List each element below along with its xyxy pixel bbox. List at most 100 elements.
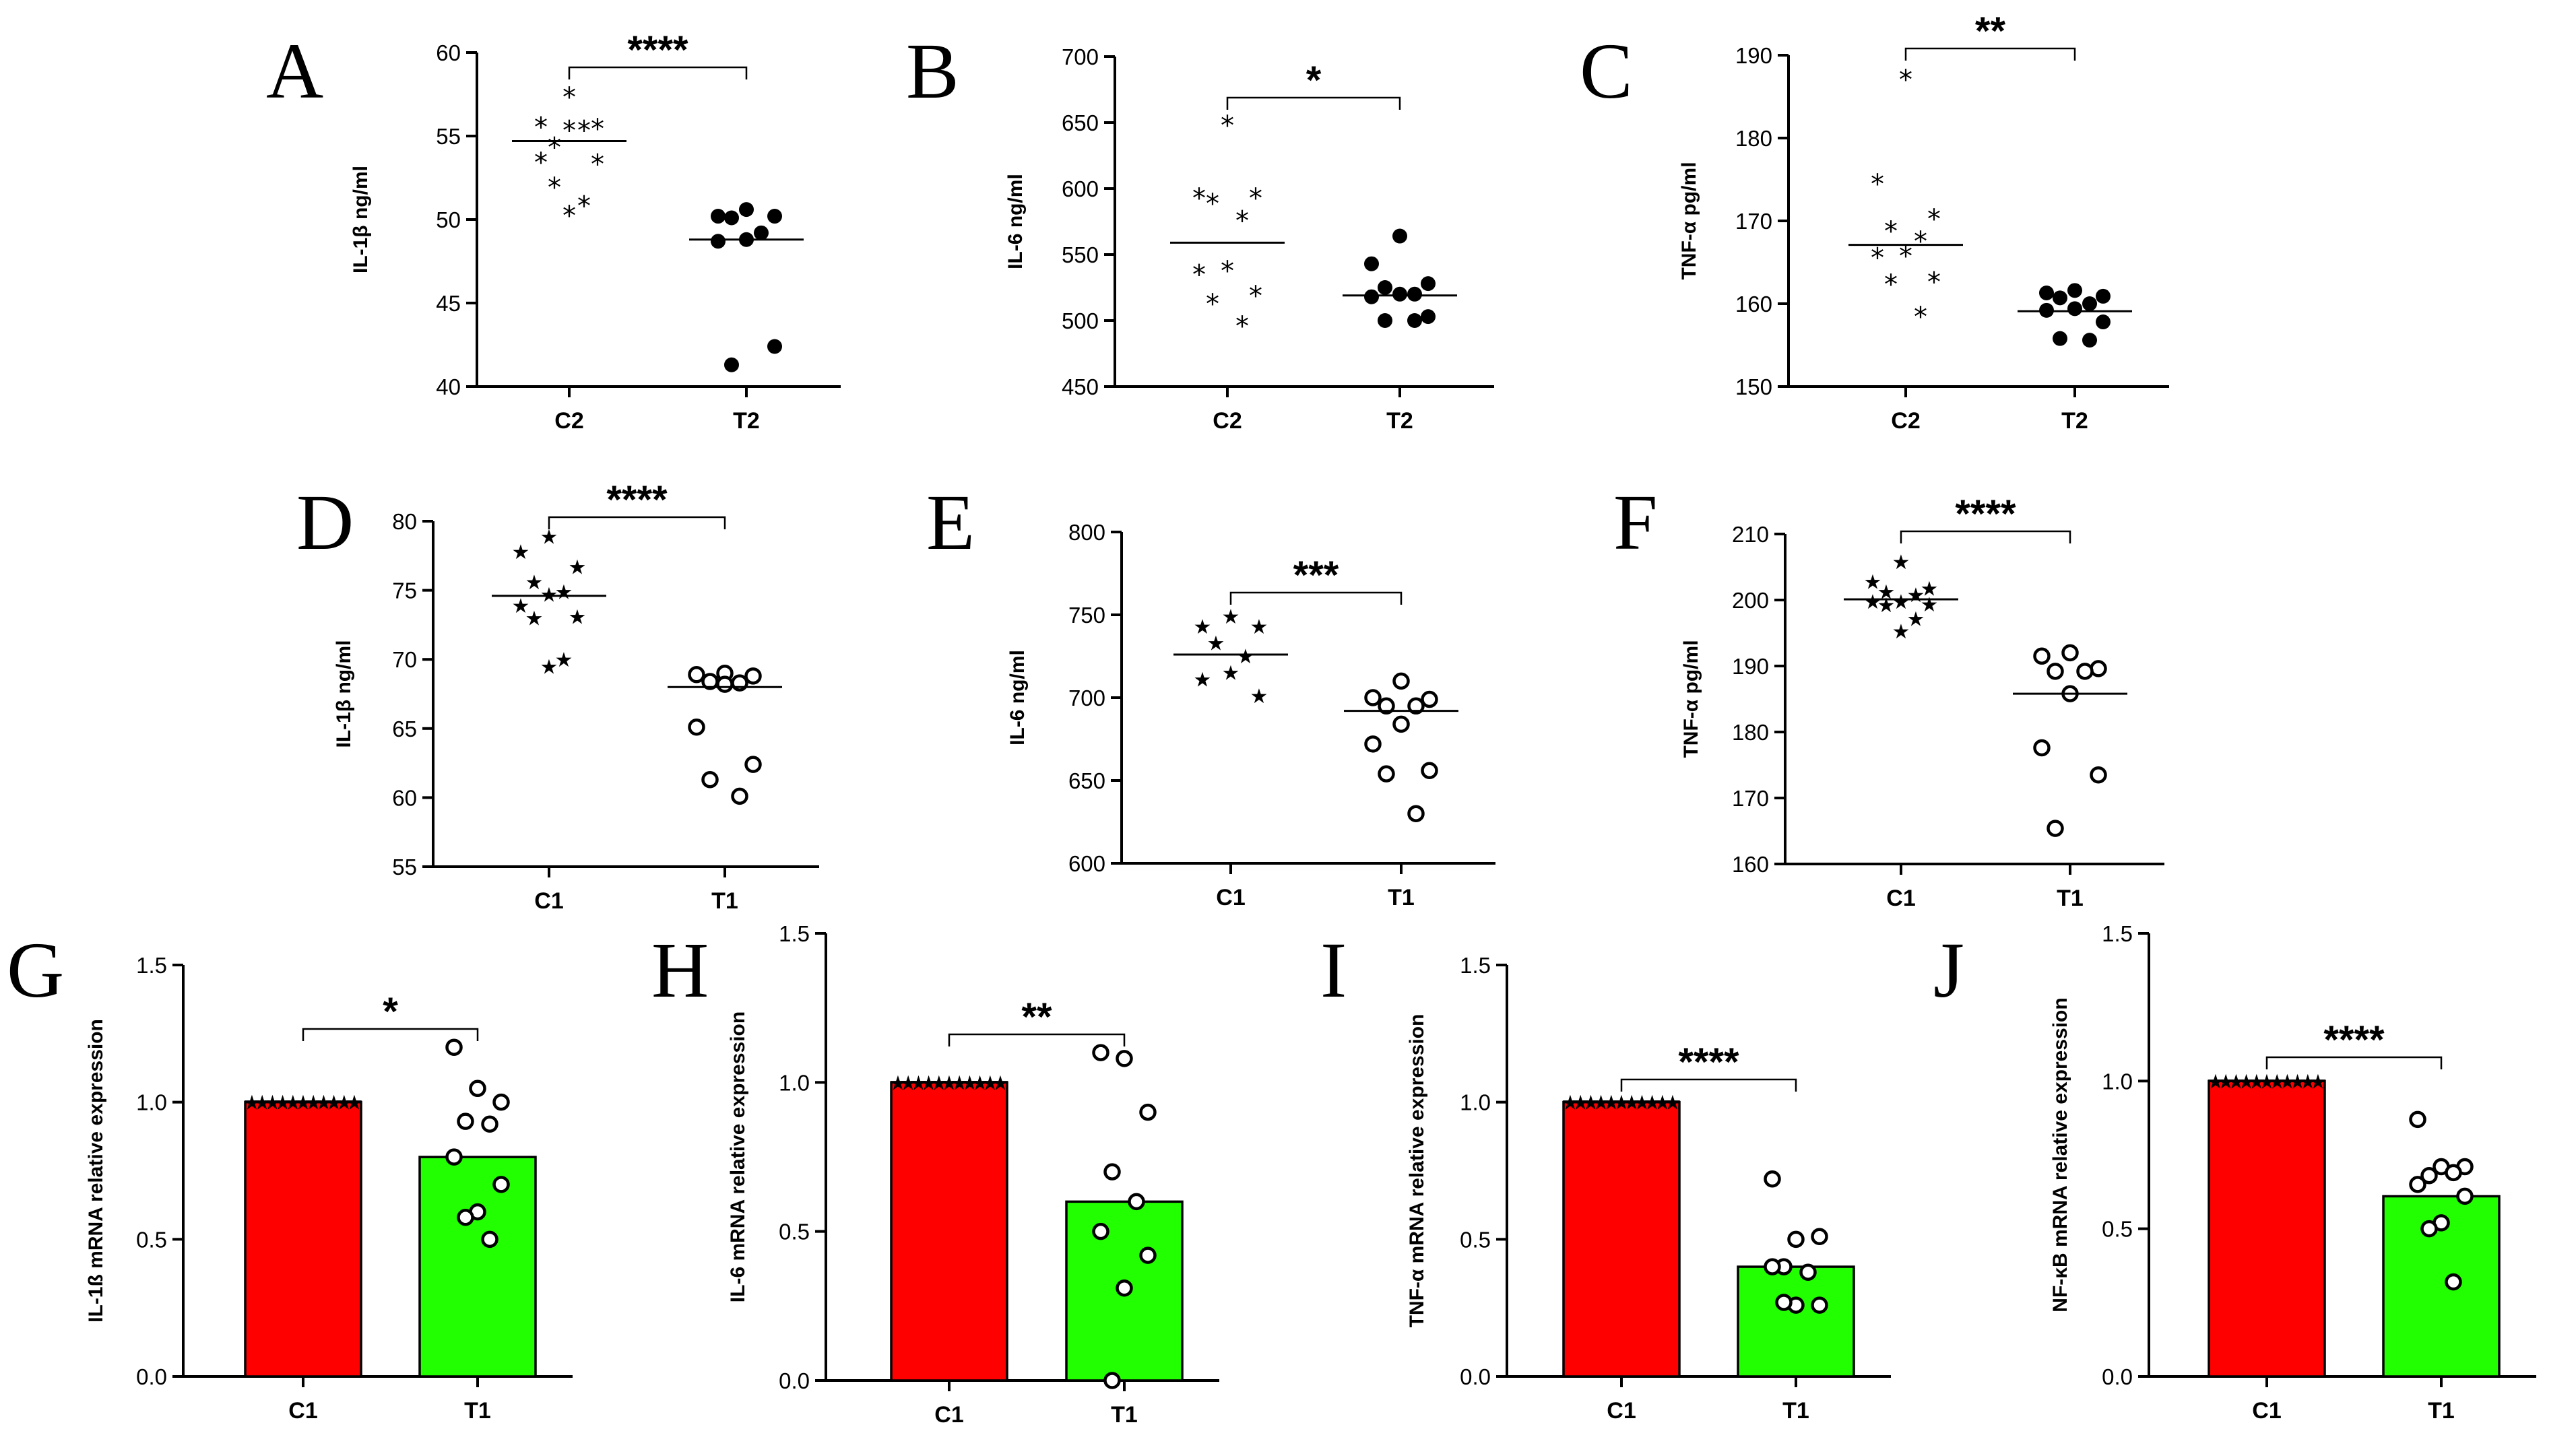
data-point: * <box>1221 110 1234 141</box>
y-tick-label: 60 <box>392 785 417 810</box>
data-point <box>1139 1246 1157 1264</box>
data-point: ★ <box>1664 1092 1682 1115</box>
data-point: ★ <box>1921 593 1939 617</box>
y-tick-label: 650 <box>1062 110 1099 135</box>
panel-h: H IL-6 mRNA relative expression 0.0 0.5 1.0 1… <box>651 921 1219 1428</box>
data-point: ★ <box>1602 1092 1620 1115</box>
data-point <box>1421 276 1436 292</box>
data-point <box>1103 1372 1121 1389</box>
data-point: ★ <box>920 1071 938 1095</box>
data-point <box>1116 1279 1133 1297</box>
y-axis-title: IL-1ß mRNA relative expression <box>85 1019 107 1323</box>
data-point <box>711 209 726 224</box>
data-point: * <box>1235 311 1249 342</box>
data-point: ★ <box>1582 1092 1600 1115</box>
y-tick-label: 1.0 <box>2102 1069 2133 1094</box>
data-point <box>481 1115 498 1133</box>
y-tick-label: 0.5 <box>779 1220 810 1244</box>
y-tick-label: 1.5 <box>136 953 167 978</box>
panel-letter: G <box>7 926 64 1014</box>
x-tick-label: C1 <box>534 888 563 914</box>
data-point: ★ <box>1892 551 1910 574</box>
panel-g: G IL-1ß mRNA relative expression 0.0 0.5 1.0… <box>7 926 573 1424</box>
y-tick-label: 550 <box>1062 242 1099 267</box>
y-tick-label: 55 <box>392 855 417 879</box>
data-point <box>2076 663 2094 680</box>
data-point <box>1764 1258 1781 1275</box>
y-tick-label: 600 <box>1062 176 1099 201</box>
y-tick-label: 170 <box>1732 786 1769 811</box>
y-tick-label: 0.0 <box>779 1368 810 1393</box>
data-point <box>2090 660 2107 677</box>
data-point <box>1139 1103 1157 1121</box>
data-point: * <box>562 116 576 147</box>
data-point <box>2420 1220 2438 1238</box>
data-point <box>2445 1164 2462 1182</box>
significance-bracket <box>1226 96 1401 110</box>
data-point: * <box>1927 204 1941 235</box>
data-point <box>2409 1176 2426 1193</box>
y-tick-label: 0.0 <box>2102 1364 2133 1389</box>
data-point: * <box>1914 226 1927 257</box>
y-tick-label: 1.0 <box>779 1070 810 1095</box>
x-tick-label: C1 <box>1886 886 1915 911</box>
y-tick-label: 0.5 <box>136 1227 167 1252</box>
y-tick-label: 0.0 <box>136 1364 167 1389</box>
data-point <box>1378 280 1392 295</box>
data-point: ★ <box>512 595 530 618</box>
y-tick-label: 700 <box>1062 44 1099 69</box>
data-point: * <box>1899 65 1912 96</box>
data-point: ★ <box>294 1092 313 1115</box>
data-point <box>1764 1170 1781 1188</box>
data-point: ★ <box>243 1092 261 1115</box>
x-tick-label: T1 <box>1111 1402 1138 1428</box>
data-point <box>724 357 739 372</box>
y-tick-label: 1.0 <box>136 1090 167 1115</box>
significance-label: **** <box>1955 492 2016 536</box>
data-point <box>2033 647 2051 665</box>
data-point: * <box>534 147 548 178</box>
data-point <box>1392 672 1410 690</box>
data-point <box>701 770 719 789</box>
panel-letter: I <box>1320 926 1347 1014</box>
x-tick-label: T1 <box>2057 886 2084 911</box>
y-axis-title: TNF-α pg/ml <box>1680 640 1702 758</box>
data-point: ★ <box>1250 615 1268 639</box>
data-point: * <box>1235 205 1249 236</box>
data-point: ★ <box>1877 594 1896 618</box>
data-point <box>744 756 762 773</box>
data-point <box>1364 289 1379 304</box>
data-point: ★ <box>273 1092 292 1115</box>
data-point: ★ <box>2258 1070 2276 1094</box>
panel-letter: F <box>1613 478 1658 566</box>
data-point <box>1775 1294 1793 1311</box>
data-point: ★ <box>1194 615 1212 639</box>
data-point: ★ <box>1592 1092 1610 1115</box>
y-tick-label: 180 <box>1735 126 1772 151</box>
x-tick-label: C1 <box>1216 885 1245 910</box>
data-point: * <box>1192 260 1206 291</box>
data-point <box>457 1112 474 1130</box>
y-tick-label: 210 <box>1732 522 1769 547</box>
data-point: ★ <box>2288 1070 2307 1094</box>
bar-t1 <box>418 1156 537 1378</box>
data-point: * <box>1927 267 1941 298</box>
panel-letter: C <box>1580 27 1633 115</box>
x-tick-label: T1 <box>1782 1398 1809 1424</box>
data-point: * <box>1249 183 1262 214</box>
y-tick-label: 170 <box>1735 209 1772 234</box>
data-point: ★ <box>540 655 558 679</box>
panel-letter: B <box>906 27 959 115</box>
data-point <box>2082 296 2097 311</box>
data-point: ★ <box>899 1071 917 1095</box>
y-tick-label: 75 <box>392 578 417 603</box>
panel-letter: H <box>651 926 709 1014</box>
data-point <box>2067 301 2082 317</box>
data-point: ★ <box>540 526 558 550</box>
significance-label: ** <box>1975 9 2006 53</box>
data-point <box>481 1230 498 1249</box>
bar-c1 <box>2208 1079 2326 1378</box>
